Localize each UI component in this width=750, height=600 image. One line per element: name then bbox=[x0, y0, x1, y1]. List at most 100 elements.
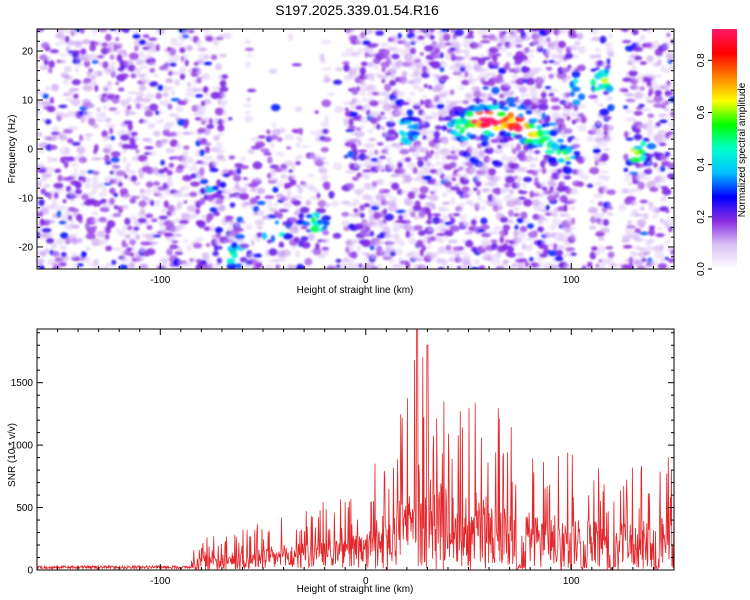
spectrogram-cell bbox=[532, 230, 538, 235]
spectrogram-cell bbox=[360, 171, 365, 176]
spectrogram-cell bbox=[486, 143, 492, 149]
spectrogram-cell bbox=[530, 90, 538, 99]
spectrogram-cell bbox=[196, 105, 207, 113]
spectrogram-cell bbox=[69, 30, 80, 36]
spectrogram-cell bbox=[267, 172, 272, 179]
spectrogram-cell bbox=[298, 212, 305, 220]
spectrogram-cell bbox=[66, 39, 74, 46]
spectrogram-cell bbox=[648, 225, 656, 230]
spectrogram-cell bbox=[166, 180, 174, 188]
spectrogram-cell bbox=[563, 109, 572, 116]
spectrogram-cell bbox=[655, 182, 662, 189]
spectrogram-cell bbox=[664, 90, 671, 97]
spectrogram-cell bbox=[203, 127, 211, 136]
spectrogram-cell bbox=[376, 234, 386, 239]
spectrogram-cell bbox=[440, 60, 445, 65]
spectrogram-cell bbox=[164, 232, 174, 237]
spectrogram-cell bbox=[537, 226, 545, 233]
spectrogram-cell bbox=[444, 230, 454, 237]
spectrogram-cell bbox=[326, 265, 336, 269]
spectrogram-cell bbox=[88, 68, 94, 73]
spectrogram-cell bbox=[431, 54, 442, 59]
spectrogram-cell bbox=[229, 220, 235, 227]
spectrogram-cell bbox=[480, 205, 486, 211]
spectrogram-cell bbox=[473, 259, 480, 265]
spectrogram-cell bbox=[551, 218, 561, 226]
spectrogram-cell bbox=[102, 104, 108, 110]
spectrogram-cell bbox=[362, 169, 373, 173]
spectrogram-cell bbox=[419, 186, 429, 194]
spectrogram-cell bbox=[642, 213, 649, 220]
colorbar-tick-label: 0.2 bbox=[696, 209, 707, 223]
spectrogram-cell bbox=[429, 34, 435, 40]
spectrogram-cell bbox=[215, 36, 224, 41]
spectrogram-cell bbox=[573, 151, 581, 155]
spectrogram-cell bbox=[120, 256, 130, 263]
spectrogram-cell bbox=[268, 135, 279, 141]
spectrogram-cell bbox=[557, 66, 564, 75]
spectrogram-cell bbox=[451, 154, 459, 161]
spectrogram-cell bbox=[436, 232, 447, 237]
spectrogram-cell bbox=[634, 228, 641, 234]
spectrogram-cell bbox=[145, 92, 155, 101]
spectrogram-cell bbox=[670, 110, 674, 118]
spectrogram-cell bbox=[266, 129, 271, 135]
spectrogram-cell bbox=[71, 224, 80, 229]
spectrogram-cell bbox=[654, 251, 665, 259]
spectrogram-cell bbox=[485, 163, 490, 168]
spectrogram-cell bbox=[376, 123, 381, 130]
spectrogram-cell bbox=[292, 200, 302, 206]
spectrogram-cell bbox=[138, 39, 146, 46]
spectrogram-cell bbox=[150, 218, 158, 223]
spectrogram-cell bbox=[148, 138, 153, 145]
spectrogram-cell bbox=[48, 60, 55, 69]
spectrogram-cell bbox=[538, 119, 543, 124]
spectrogram-cell bbox=[183, 150, 189, 159]
spectrogram-cell bbox=[657, 113, 668, 118]
spectrogram-cell bbox=[388, 200, 397, 207]
spectrogram-cell bbox=[234, 182, 240, 190]
spectrogram-cell bbox=[169, 62, 177, 67]
spectrogram-cell bbox=[460, 220, 470, 228]
spectrogram-cell bbox=[104, 135, 111, 140]
spectrogram-cell bbox=[239, 243, 250, 249]
spectrogram-cell bbox=[606, 58, 611, 65]
spectrogram-cell bbox=[126, 105, 132, 110]
spectrogram-cell bbox=[71, 263, 77, 269]
spectrogram-cell bbox=[481, 56, 491, 61]
spectrogram-cell bbox=[637, 247, 647, 251]
spectrogram-cell bbox=[557, 173, 566, 177]
spectrogram-cell bbox=[50, 243, 57, 249]
spectrogram-cell bbox=[607, 104, 615, 112]
spectrogram-cell bbox=[364, 224, 371, 233]
spectrogram-cell bbox=[267, 156, 273, 164]
spectrogram-cell bbox=[552, 181, 558, 188]
x-tick-label: -100 bbox=[150, 576, 170, 587]
spectrogram-cell bbox=[448, 213, 453, 219]
spectrogram-cell bbox=[249, 197, 258, 205]
spectrogram-cell bbox=[381, 67, 386, 73]
spectrogram-cell bbox=[596, 218, 605, 226]
spectrogram-cell bbox=[128, 143, 138, 150]
spectrogram-cell bbox=[89, 40, 97, 46]
spectrogram-cell bbox=[350, 143, 357, 151]
spectrogram-cell bbox=[199, 161, 208, 166]
spectrogram-cell bbox=[344, 154, 348, 159]
spectrogram-cell bbox=[432, 216, 441, 225]
spectrogram-cell bbox=[348, 118, 354, 126]
spectrogram-cell bbox=[377, 99, 385, 106]
spectrogram-cell bbox=[401, 70, 408, 78]
spectrogram-cell bbox=[504, 175, 516, 184]
spectrogram-cell bbox=[590, 78, 596, 87]
spectrogram-cell bbox=[335, 66, 344, 72]
spectrogram-cell bbox=[175, 142, 182, 150]
spectrogram-cell bbox=[603, 137, 614, 142]
spectrogram-cell bbox=[380, 125, 386, 130]
spectrogram-cell bbox=[593, 193, 604, 199]
spectrogram-cell bbox=[385, 157, 393, 164]
spectrogram-cell bbox=[116, 54, 123, 62]
spectrogram-cell bbox=[260, 148, 270, 153]
spectrogram-cell bbox=[130, 175, 138, 183]
spectrogram-cell bbox=[324, 73, 329, 81]
spectrogram-cell bbox=[660, 257, 665, 264]
